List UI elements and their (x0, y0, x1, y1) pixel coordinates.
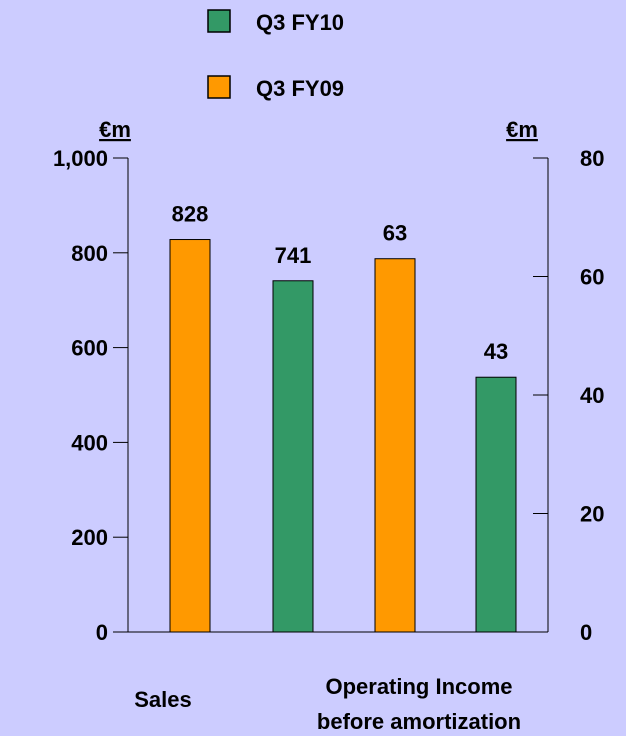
legend: Q3 FY10 Q3 FY09 (207, 9, 344, 101)
group-labels: Sales Operating Income before amortization (134, 674, 521, 734)
category-label-operating-income-line-1: Operating Income (325, 674, 512, 699)
left-axis-tick-label: 400 (71, 430, 108, 455)
legend-swatch-1 (207, 9, 231, 33)
bars: 828 741 63 43 (169, 202, 517, 633)
left-axis-unit: €m (99, 117, 131, 142)
left-axis-tick-label: 800 (71, 241, 108, 266)
left-axis-tick-label: 1,000 (53, 146, 108, 171)
bar-value-label: 828 (172, 202, 209, 227)
legend-label: Q3 FY10 (256, 10, 344, 35)
bar-value-label: 741 (275, 243, 312, 268)
legend-label: Q3 FY09 (256, 76, 344, 101)
left-axis-tick-label: 600 (71, 336, 108, 361)
category-label-operating-income-line-2: before amortization (317, 709, 521, 734)
right-axis-tick-label: 0 (580, 620, 592, 645)
right-axis-tick-label: 80 (580, 146, 604, 171)
bar-left-1 (169, 239, 211, 633)
bar-left-2 (272, 280, 314, 633)
legend-swatch-2 (207, 75, 231, 99)
left-axis-tick-label: 0 (96, 620, 108, 645)
category-label-sales: Sales (134, 687, 192, 712)
bar-value-label: 63 (383, 221, 407, 246)
right-axis-tick-label: 20 (580, 502, 604, 527)
right-axis: 0 20 40 60 80 €m (506, 117, 604, 645)
bar-value-label: 43 (484, 339, 508, 364)
bar-right-1 (374, 258, 416, 633)
left-axis: 0 200 400 600 800 1,000 €m (53, 117, 548, 645)
right-axis-unit: €m (506, 117, 538, 142)
bar-right-2 (475, 376, 517, 633)
left-axis-tick-label: 200 (71, 525, 108, 550)
right-axis-tick-label: 40 (580, 383, 604, 408)
right-axis-tick-label: 60 (580, 265, 604, 290)
